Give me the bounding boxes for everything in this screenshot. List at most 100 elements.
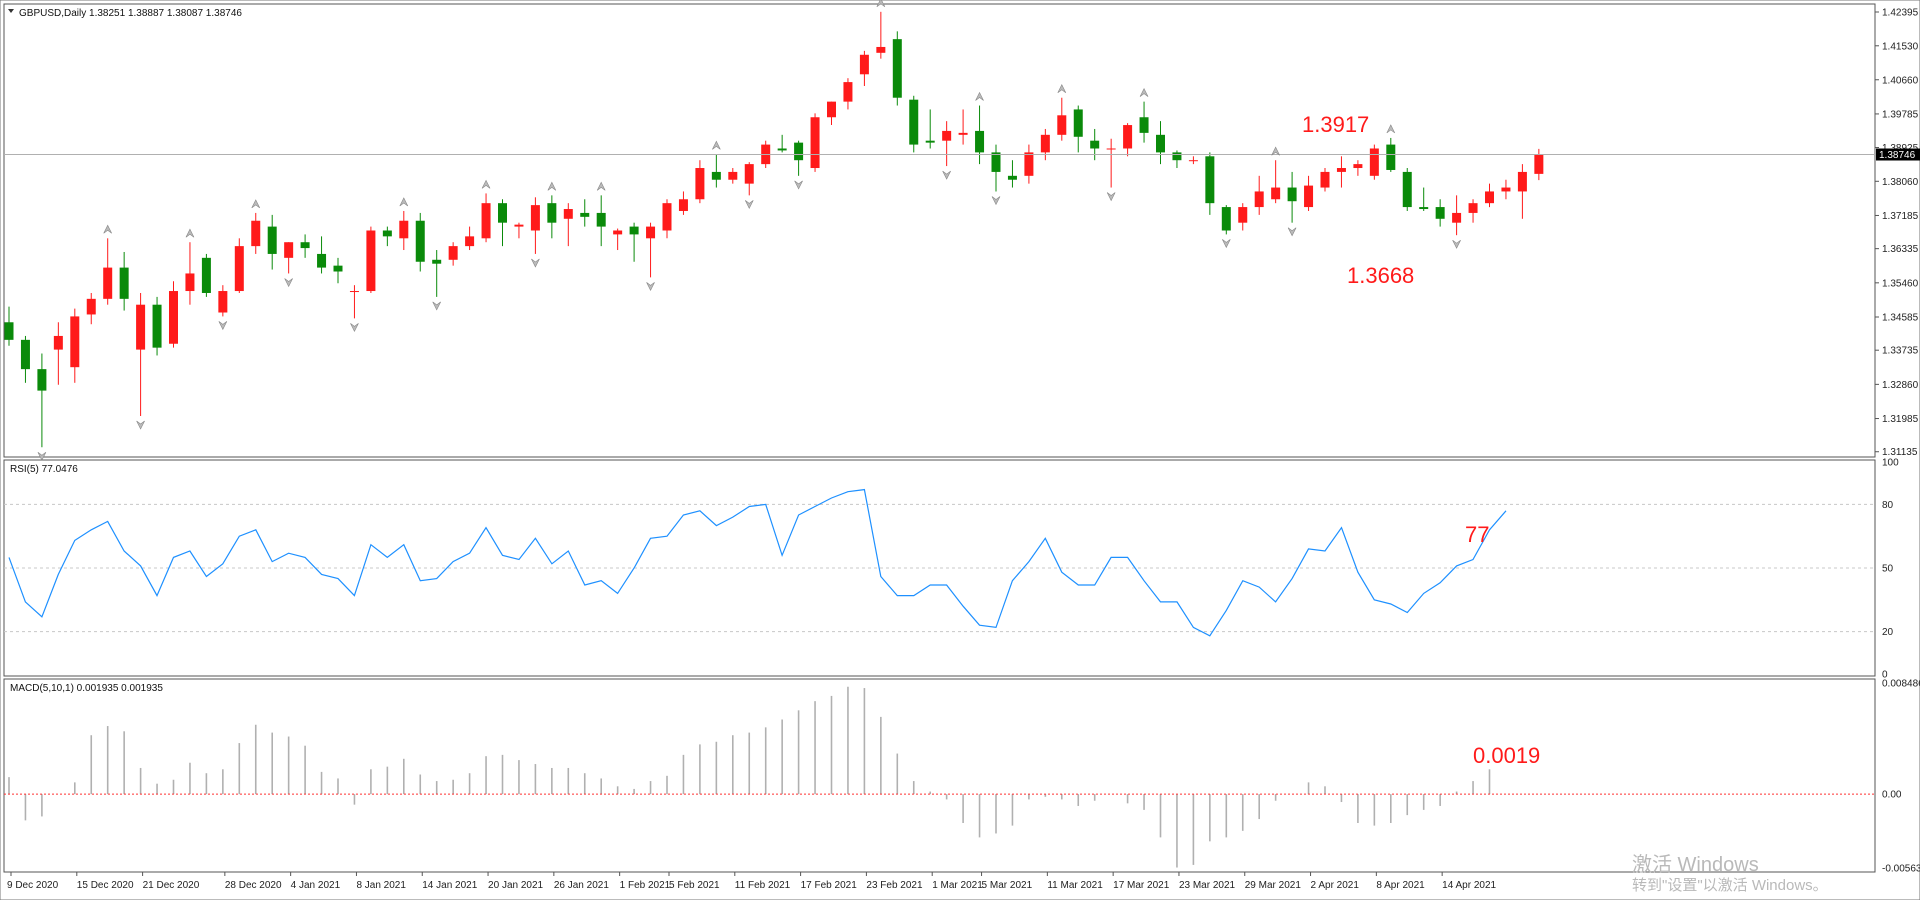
fractal-down-icon [1106,192,1116,202]
candle-body [777,148,787,151]
candle-body [1188,160,1198,162]
price-tick-label: 1.36335 [1882,244,1919,255]
candle-body [892,39,902,98]
candle-body [284,242,294,258]
candle-body [201,257,211,293]
candle-body [1221,207,1231,231]
fractal-down-icon [991,196,1001,206]
fractal-down-icon [942,170,951,180]
candle-body [1106,148,1116,150]
candle-body [596,212,606,227]
date-tick-label: 11 Mar 2021 [1047,880,1103,891]
candle-body [711,171,721,180]
candle-body [1336,168,1346,172]
candle-body [843,82,853,102]
candle-body [1271,187,1281,200]
candle-body [382,230,392,237]
date-tick-label: 5 Mar 2021 [982,880,1033,891]
candle-body [678,199,688,211]
date-tick-label: 28 Dec 2020 [225,880,282,891]
candle-body [695,168,705,200]
candle-body [1205,156,1215,204]
candle-body [300,242,310,249]
rsi-tick-label: 100 [1882,458,1899,469]
fractal-down-icon [646,282,655,292]
candle-body [547,203,557,223]
candle-body [333,265,343,272]
candle-body [1172,152,1182,161]
rsi-tick-label: 0 [1882,670,1888,681]
candle-body [876,46,886,53]
date-tick-label: 15 Dec 2020 [77,880,134,891]
candle-body [1007,175,1017,180]
candle-body [514,224,524,227]
candle-body [646,226,656,239]
date-tick-label: 26 Jan 2021 [554,880,609,891]
macd-tick-label: -0.005636 [1882,864,1920,875]
date-tick-label: 1 Mar 2021 [932,880,983,891]
candle-body [349,291,359,293]
candle-body [465,236,475,247]
candle-body [251,220,261,247]
candle-body [1123,125,1133,149]
fractal-up-icon [1386,124,1396,134]
price-tick-label: 1.42395 [1882,8,1919,19]
candle-body [909,99,919,145]
fractal-up-icon [481,179,491,189]
fractal-down-icon [1287,227,1297,237]
candle-body [1353,164,1363,169]
candle-body [1534,154,1544,174]
rsi-tick-label: 80 [1882,500,1894,511]
candle-body [20,339,30,370]
candle-body [1024,152,1034,176]
date-tick-label: 29 Mar 2021 [1245,880,1302,891]
fractal-down-icon [744,200,754,210]
candle-body [1254,191,1264,208]
fractal-up-icon [547,181,557,191]
candle-body [1485,191,1494,204]
candle-body [399,220,409,239]
candle-body [1320,171,1330,188]
date-tick-label: 14 Apr 2021 [1442,880,1496,891]
candle-body [366,230,376,292]
candle-body [1386,144,1396,170]
price-tick-label: 1.40660 [1882,75,1919,86]
candle-body [925,140,935,143]
dropdown-triangle-icon [8,9,14,13]
date-tick-label: 5 Feb 2021 [669,880,720,891]
candle-body [991,152,1001,172]
fractal-down-icon [218,321,228,331]
candle-body [432,259,442,264]
date-tick-label: 8 Jan 2021 [356,880,406,891]
annotation-low-price: 1.3668 [1347,263,1414,288]
candle-body [1057,115,1067,135]
price-tick-label: 1.38060 [1882,177,1919,188]
candle-body [448,246,458,260]
candle-body [267,226,277,254]
date-tick-label: 23 Feb 2021 [866,880,923,891]
date-tick-label: 17 Mar 2021 [1113,880,1170,891]
price-tick-label: 1.31135 [1882,447,1918,458]
date-tick-label: 21 Dec 2020 [143,880,200,891]
candle-body [119,267,129,299]
date-tick-label: 11 Feb 2021 [735,880,791,891]
fractal-down-icon [432,301,441,311]
annotation-high-price: 1.3917 [1302,112,1369,137]
macd-histogram [8,686,1491,868]
candle-body [942,130,952,141]
candle-body [1139,117,1149,133]
candle-body [415,220,425,262]
fractal-down-icon [136,420,145,430]
candle-body [530,205,540,231]
candle-body [629,226,639,235]
candle-body [1419,207,1429,210]
fractal-up-icon [1271,146,1280,156]
candle-body [827,101,836,118]
price-tick-label: 1.39785 [1882,109,1919,120]
current-price-label: 1.38746 [1879,150,1916,161]
price-tick-label: 1.41530 [1882,41,1919,52]
date-tick-label: 23 Mar 2021 [1179,880,1236,891]
price-pane-frame [3,3,1876,458]
fractal-up-icon [185,228,195,238]
